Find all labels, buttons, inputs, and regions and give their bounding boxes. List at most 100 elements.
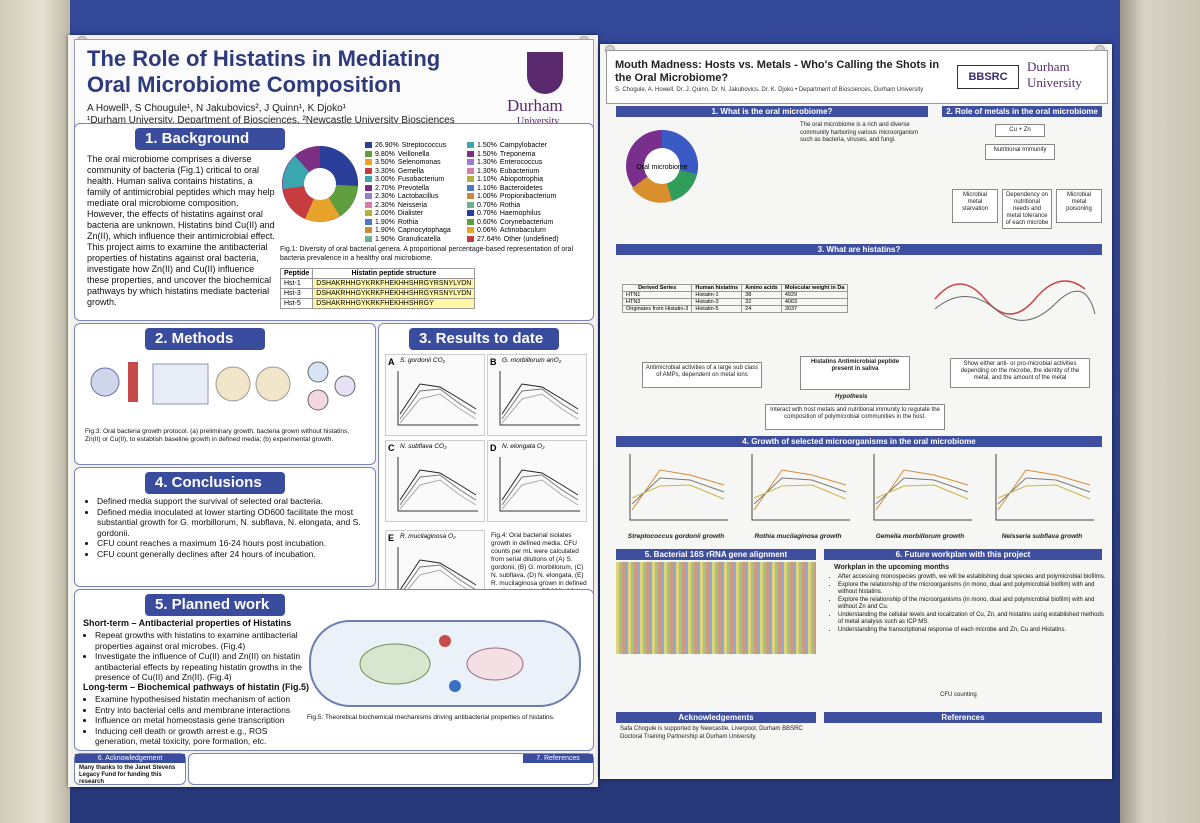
pie-legend-col1: 26.90% Streptococcus 9.80% Veillonella 3.50%…	[365, 142, 465, 244]
legend-swatch	[467, 176, 474, 183]
poster-mouth-madness: Mouth Madness: Hosts vs. Metals - Who's …	[600, 44, 1112, 779]
cu-zn-box: Cu + Zn	[995, 124, 1045, 137]
legend-item: 1.90% Rothia	[365, 219, 465, 228]
logo-sub: University	[517, 116, 560, 127]
legend-percent: 1.10%	[477, 184, 497, 192]
legend-item: 27.64% Other (undefined)	[467, 236, 587, 245]
table-cell: DSHAKRHHGYKRKFHEKHHSHRGYRSNYLYDN	[312, 278, 476, 289]
legend-swatch	[467, 142, 474, 149]
legend-label: Selenomonas	[397, 159, 441, 166]
legend-swatch	[467, 227, 474, 234]
legend-percent: 1.50%	[477, 150, 497, 158]
legend-percent: 1.90%	[375, 235, 395, 243]
legend-swatch	[365, 142, 372, 149]
list-item: Explore the relationship of the microorg…	[838, 597, 1106, 612]
table-cell: DSHAKRHHGYKRKFHEKHHSHRGYRSNYLYDN	[312, 288, 476, 299]
legend-swatch	[365, 210, 372, 217]
legend-swatch	[365, 235, 372, 242]
alignment-image	[616, 562, 816, 654]
legend-percent: 3.00%	[375, 176, 395, 183]
background-text: The oral microbiome comprises a diverse …	[87, 154, 275, 307]
histatin-box-left: Antimicrobial activities of a large sub …	[642, 362, 762, 388]
growth-chart: Gemella morbillorum growth	[864, 450, 976, 544]
table-cell: 4929	[780, 291, 849, 299]
legend-percent: 2.00%	[375, 210, 395, 217]
growth-plot	[995, 454, 1094, 521]
table-cell: Histatin-5	[691, 305, 743, 313]
growth-chart-title: Gemella morbillorum growth	[875, 533, 965, 540]
legend-percent: 0.70%	[477, 201, 497, 209]
oral-microbiome-text: The oral microbiome is a rich and divers…	[800, 122, 919, 143]
growth-plot	[873, 454, 972, 521]
list-item: Defined media inoculated at lower starti…	[97, 507, 367, 539]
logo-name: Durham	[507, 96, 563, 115]
legend-swatch	[365, 167, 372, 174]
legend-item: 1.10% Abiopotrophia	[467, 176, 587, 185]
conclusions-list: Defined media support the survival of se…	[85, 496, 367, 559]
legend-percent: 0.70%	[477, 210, 497, 217]
legend-percent: 1.90%	[375, 218, 395, 226]
growth-chart-title: Streptococcus gordonii growth	[627, 533, 725, 540]
section-header: 1. What is the oral microbiome?	[616, 106, 928, 117]
legend-percent: 0.60%	[477, 218, 497, 226]
legend-percent: 2.30%	[375, 201, 395, 209]
table-cell: 4063	[780, 298, 849, 306]
legend-swatch	[467, 210, 474, 217]
table-cell: HTN3	[621, 298, 693, 306]
list-item: CFU count reaches a maximum 16-24 hours …	[97, 538, 367, 549]
legend-swatch	[467, 201, 474, 208]
refs-title: 7. References	[523, 754, 593, 763]
legend-item: 1.90% Capnocytophaga	[365, 227, 465, 236]
section-header: 2. Role of metals in the oral microbiome	[942, 106, 1102, 117]
list-item: Defined media support the survival of se…	[97, 496, 367, 507]
chart-title: N. elongata O₂	[502, 443, 545, 450]
legend-label: Enterococcus	[499, 159, 543, 166]
legend-label: Haemophilus	[499, 210, 541, 217]
chart-plot	[499, 457, 580, 512]
legend-percent: 27.64%	[477, 235, 501, 243]
legend-swatch	[365, 176, 372, 183]
table-cell: 38	[741, 291, 782, 299]
legend-item: 0.60% Corynebacterium	[467, 219, 587, 228]
chart-letter: C	[388, 443, 395, 453]
growth-chart: Neisseria subflava growth	[986, 450, 1098, 544]
chart-title: S. gordonii CO₂	[400, 357, 446, 364]
legend-percent: 26.90%	[375, 142, 399, 149]
section-header: 1. Background	[135, 128, 285, 150]
poster-authors: S. Chogule, A. Howell, Dr. J. Quinn, Dr.…	[615, 87, 924, 93]
section-header: 2. Methods	[145, 328, 265, 350]
histatin-structure	[934, 280, 1096, 321]
list-item: After accessing monospecies growth, we w…	[838, 574, 1106, 582]
legend-item: 3.00% Fusobacterium	[365, 176, 465, 185]
legend-label: Capnocytophaga	[397, 227, 451, 234]
legend-item: 0.70% Rothia	[467, 202, 587, 211]
legend-percent: 1.30%	[477, 167, 497, 175]
table-cell: Hst-3	[279, 288, 314, 299]
legend-label: Lactobacillus	[397, 193, 439, 200]
legend-label: Rothia	[397, 218, 419, 226]
legend-item: 1.30% Enterococcus	[467, 159, 587, 168]
legend-swatch	[467, 218, 474, 225]
oral-microbiome-pie: Oral microbiome	[626, 130, 698, 203]
section-header: 3. What are histatins?	[616, 244, 1102, 255]
chart-plot	[499, 371, 580, 426]
poster-title: The Role of Histatins in Mediating Oral …	[87, 46, 441, 97]
legend-percent: 1.10%	[477, 176, 497, 183]
legend-swatch	[365, 218, 372, 225]
result-chart: D N. elongata O₂	[487, 440, 587, 522]
legend-item: 0.70% Haemophilus	[467, 210, 587, 219]
legend-label: Corynebacterium	[499, 218, 554, 226]
legend-label: Actinobaculum	[499, 227, 546, 234]
section-header: Acknowledgements	[616, 712, 816, 723]
legend-label: Eubacterium	[499, 167, 540, 175]
legend-label: Dialister	[397, 210, 424, 217]
section-header: 4. Growth of selected microorganisms in …	[616, 436, 1102, 447]
table-row: Hst-3 DSHAKRHHGYKRKFHEKHHSHRGYRSNYLYDN	[279, 288, 476, 299]
legend-item: 1.50% Campylobacter	[467, 142, 587, 151]
hypothesis-label: Hypothesis	[835, 394, 868, 400]
list-item: Explore the relationship of the microorg…	[838, 582, 1106, 597]
section-header: 4. Conclusions	[145, 472, 285, 494]
legend-percent: 2.30%	[375, 193, 395, 200]
table-cell: Histatin-3	[691, 298, 743, 306]
list-item: Inducing cell death or growth arrest e.g…	[95, 726, 305, 747]
